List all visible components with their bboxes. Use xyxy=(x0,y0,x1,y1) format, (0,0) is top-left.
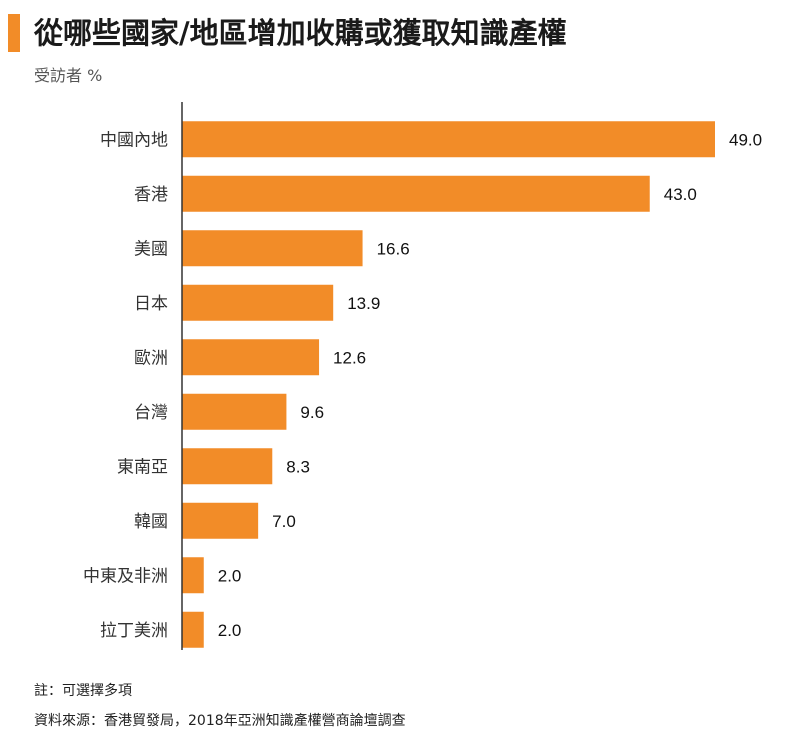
bar xyxy=(182,448,273,485)
category-label: 台灣 xyxy=(134,403,168,423)
category-label: 歐洲 xyxy=(134,348,168,368)
category-label: 香港 xyxy=(134,185,168,205)
chart-source: 資料來源：香港貿發局，2018年亞洲知識產權營商論壇調查 xyxy=(34,713,406,729)
bar xyxy=(182,339,320,376)
category-label: 韓國 xyxy=(134,512,168,532)
chart-title: 從哪些國家/地區增加收購或獲取知識產權 xyxy=(34,16,567,50)
bar-group xyxy=(182,121,715,648)
bar xyxy=(182,121,715,158)
category-label: 中東及非洲 xyxy=(83,566,168,586)
bar xyxy=(182,284,334,321)
bar xyxy=(182,230,363,267)
value-label: 13.9 xyxy=(347,294,380,313)
category-label: 拉丁美洲 xyxy=(100,621,168,641)
value-labels: 49.0 43.0 16.6 13.9 12.6 9.6 8.3 7.0 2.0 2.0 xyxy=(218,130,762,640)
bar xyxy=(182,502,259,539)
chart-subtitle: 受訪者 % xyxy=(34,66,103,85)
value-label: 16.6 xyxy=(377,239,410,258)
value-label: 43.0 xyxy=(664,185,697,204)
category-label: 東南亞 xyxy=(117,457,168,477)
value-label: 2.0 xyxy=(218,621,242,640)
title-accent-bar xyxy=(8,14,20,52)
bar xyxy=(182,557,204,594)
value-label: 8.3 xyxy=(286,457,310,476)
category-label: 美國 xyxy=(134,239,168,259)
bar xyxy=(182,175,650,212)
category-label: 中國內地 xyxy=(100,130,168,150)
value-label: 2.0 xyxy=(218,566,242,585)
category-label: 日本 xyxy=(134,294,168,314)
bar xyxy=(182,393,287,430)
value-label: 7.0 xyxy=(272,512,296,531)
value-label: 12.6 xyxy=(333,348,366,367)
value-label: 9.6 xyxy=(300,403,324,422)
value-label: 49.0 xyxy=(729,130,762,149)
chart-note: 註：可選擇多項 xyxy=(34,683,132,699)
bar xyxy=(182,611,204,648)
